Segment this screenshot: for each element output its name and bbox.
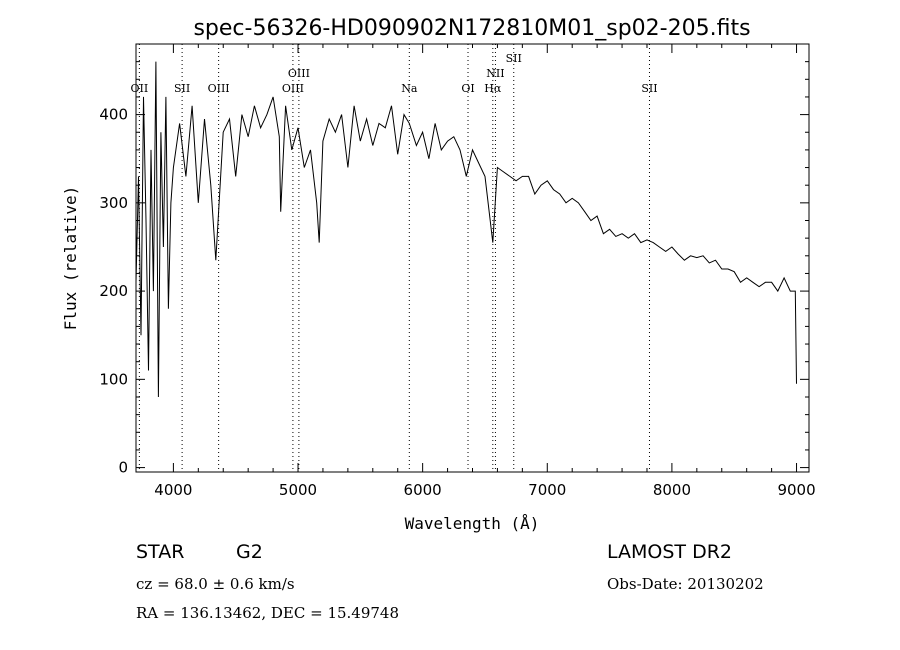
line-label-4: OIII <box>288 67 310 80</box>
x-axis-label: Wavelength (Å) <box>405 514 540 533</box>
plot-frame <box>135 43 810 473</box>
line-label-9: SII <box>506 52 522 65</box>
coordinates: RA = 136.13462, DEC = 15.49748 <box>136 604 400 622</box>
x-tick-label-3: 7000 <box>528 481 566 499</box>
line-label-6: OI <box>461 82 474 95</box>
line-label-2: OIII <box>208 82 230 95</box>
obs-date: Obs-Date: 20130202 <box>607 575 764 593</box>
x-tick-label-5: 9000 <box>777 481 815 499</box>
x-tick-label-4: 8000 <box>653 481 691 499</box>
axis-ticks-layer: 4000 5000 6000 7000 8000 9000 0 100 200 300 400 <box>99 44 816 499</box>
series-layer <box>135 61 797 398</box>
line-label-5: Na <box>401 82 418 95</box>
series-line-0 <box>135 61 797 398</box>
line-label-10: SII <box>641 82 657 95</box>
chart-title: spec-56326-HD090902N172810M01_sp02-205.f… <box>193 16 750 41</box>
x-tick-label-1: 5000 <box>279 481 317 499</box>
y-tick-label-0: 0 <box>118 459 128 477</box>
line-label-3: OIII <box>282 82 304 95</box>
y-tick-label-2: 200 <box>99 282 128 300</box>
x-tick-label-0: 4000 <box>154 481 192 499</box>
velocity-readout: cz = 68.0 ± 0.6 km/s <box>136 575 295 593</box>
survey-name: LAMOST DR2 <box>607 541 732 563</box>
y-tick-label-3: 300 <box>99 194 128 212</box>
y-axis-label: Flux (relative) <box>61 186 80 331</box>
object-type: STAR <box>136 541 185 563</box>
y-tick-label-4: 400 <box>99 106 128 124</box>
line-label-0: OII <box>131 82 149 95</box>
y-tick-label-1: 100 <box>99 370 128 388</box>
object-subclass: G2 <box>236 541 263 563</box>
line-label-7: Hα <box>484 82 502 95</box>
line-label-1: SII <box>174 82 190 95</box>
line-label-8: NII <box>486 67 504 80</box>
x-tick-label-2: 6000 <box>404 481 442 499</box>
